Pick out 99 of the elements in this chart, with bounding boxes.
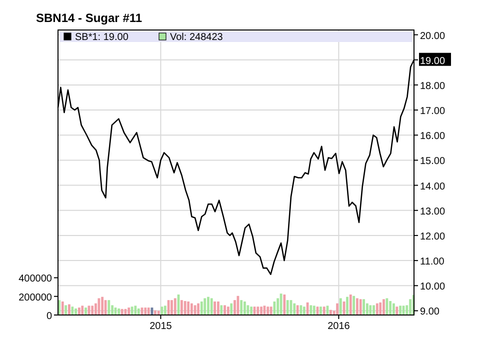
y2-tick-label: 0 [46, 311, 52, 322]
y-tick-label: 18.00 [420, 80, 446, 92]
bar [283, 294, 286, 315]
bar [293, 303, 296, 315]
bar [376, 303, 378, 315]
y-tick-label: 11.00 [420, 256, 445, 268]
chart-title: SBN14 - Sugar #11 [36, 11, 142, 25]
bar [359, 299, 362, 315]
legend-label: Vol: 248423 [170, 32, 224, 43]
bar [234, 300, 236, 315]
bar [362, 299, 366, 315]
bar [101, 296, 104, 315]
bar [78, 308, 80, 315]
bar [91, 306, 94, 315]
bar [74, 308, 77, 315]
bar [190, 303, 193, 315]
bar [220, 305, 223, 315]
x-tick-label: 2015 [150, 321, 172, 332]
bar [64, 305, 68, 315]
legend-label: SB*1: 19.00 [75, 32, 129, 43]
bar [256, 306, 260, 315]
bar [108, 300, 110, 315]
bar [312, 306, 316, 315]
bar [147, 308, 150, 315]
y-tick-label: 20.00 [420, 30, 446, 42]
bar [61, 301, 64, 315]
y-tick-label: 12.00 [420, 231, 446, 242]
y2-tick-label: 200000 [18, 292, 52, 304]
y-tick-label: 13.00 [420, 206, 446, 218]
bar [270, 306, 272, 315]
bar [118, 308, 120, 315]
bar [302, 306, 306, 315]
bar [207, 296, 210, 315]
bar [226, 306, 230, 315]
bar [164, 306, 166, 315]
bar [356, 298, 358, 315]
bar [184, 301, 186, 315]
bar [306, 302, 309, 315]
bar [214, 301, 216, 315]
y-tick-label: 10.00 [420, 282, 446, 293]
bar [84, 308, 87, 315]
bar [349, 294, 352, 315]
bar [71, 306, 74, 315]
bar [296, 305, 299, 315]
bar [200, 301, 203, 315]
bar [144, 308, 147, 315]
bar [68, 304, 70, 315]
bar [372, 305, 375, 315]
bar [210, 298, 213, 315]
bar [396, 306, 398, 315]
y-tick-label: 15.00 [420, 156, 446, 168]
bar [369, 305, 372, 315]
bar [352, 296, 356, 315]
bar [81, 306, 84, 315]
annotation: 19.00 [420, 56, 446, 67]
bar [322, 306, 326, 315]
y-tick-label: 9.00 [420, 306, 440, 318]
y2-tick-label: 400000 [18, 274, 52, 285]
bar [120, 308, 124, 315]
bar [310, 305, 312, 315]
bar [366, 303, 368, 315]
bar [180, 300, 183, 315]
bar [339, 298, 342, 315]
bar [286, 300, 289, 315]
bar [329, 310, 332, 315]
bar [224, 305, 226, 315]
bar [230, 303, 233, 315]
bar [194, 305, 196, 315]
bar [246, 305, 250, 315]
x-tick-label: 2016 [328, 321, 350, 332]
bar [250, 306, 253, 315]
bar [273, 301, 276, 315]
bar [392, 303, 395, 315]
bar [260, 306, 262, 315]
bar [336, 303, 338, 315]
y-tick-label: 16.00 [420, 131, 446, 142]
bar [98, 298, 100, 315]
bar [134, 306, 137, 315]
bar [128, 308, 130, 315]
bar [240, 300, 243, 315]
bar [187, 301, 190, 315]
bar [197, 303, 200, 315]
y-tick-label: 14.00 [420, 181, 446, 192]
bar [382, 299, 385, 315]
bar [386, 298, 388, 315]
bar [346, 296, 348, 315]
bar [320, 306, 322, 315]
bar [170, 300, 173, 315]
bar [174, 298, 176, 315]
y-tick-label: 17.00 [420, 106, 446, 118]
bar [266, 306, 270, 315]
bar [204, 298, 206, 315]
bar [217, 301, 220, 315]
bar [389, 301, 392, 315]
bar [379, 302, 382, 315]
bar [137, 308, 140, 315]
bar [244, 301, 246, 315]
bar [409, 299, 412, 315]
bar [399, 306, 402, 315]
